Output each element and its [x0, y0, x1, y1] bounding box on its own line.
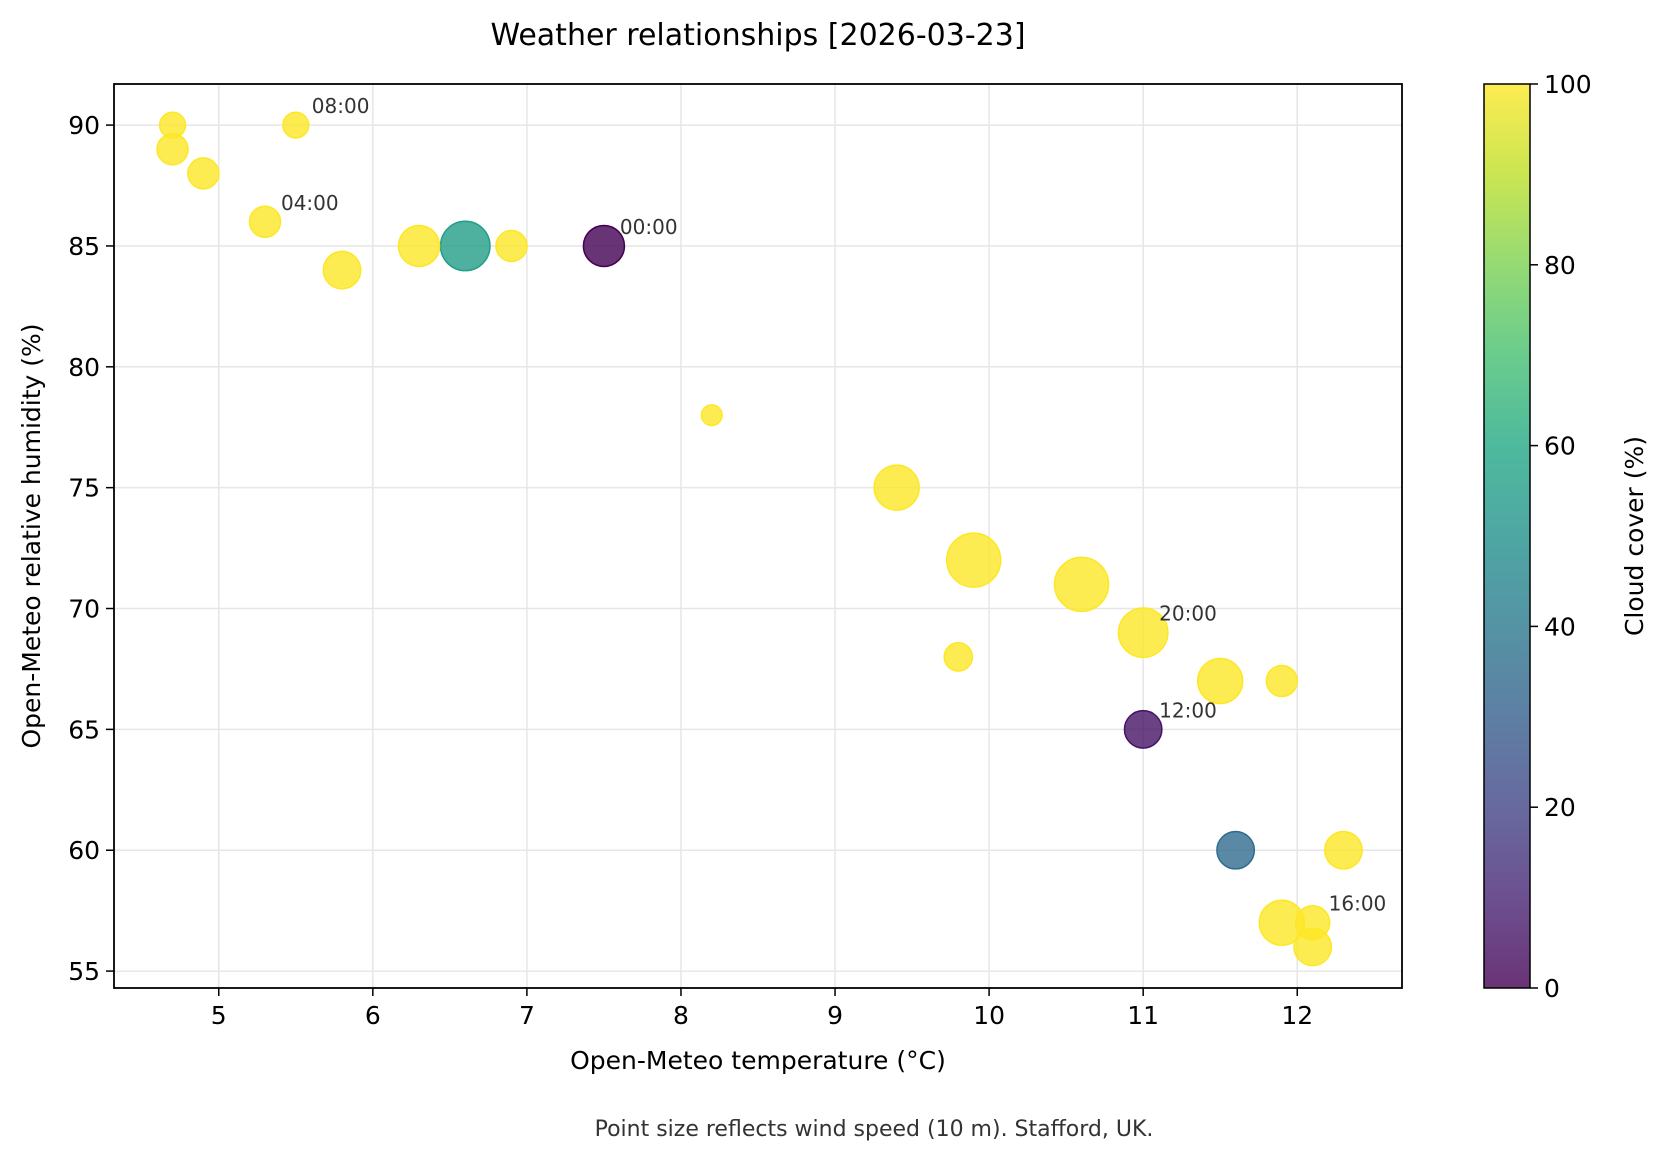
colorbar-tick-label: 0: [1544, 974, 1560, 1003]
plot-frame: [113, 83, 1403, 989]
x-tick-label: 7: [519, 1001, 535, 1030]
point-time-label: 12:00: [1159, 698, 1217, 722]
data-point: [943, 642, 974, 672]
data-point: [248, 205, 282, 239]
y-tick-label: 75: [68, 474, 100, 503]
data-point: [439, 220, 491, 272]
point-time-label: 16:00: [1329, 892, 1387, 916]
data-point: [1216, 830, 1256, 870]
y-tick-label: 90: [68, 111, 100, 140]
point-time-label: 00:00: [620, 215, 678, 239]
data-points: [156, 111, 1363, 967]
data-point: [397, 224, 441, 268]
y-axis-label: Open-Meteo relative humidity (%): [17, 323, 46, 748]
colorbar-frame: [1483, 83, 1531, 989]
x-tick-label: 8: [673, 1001, 689, 1030]
data-point: [700, 404, 723, 427]
y-tick-label: 85: [68, 232, 100, 261]
point-time-label: 08:00: [312, 94, 370, 118]
data-point: [187, 157, 220, 190]
data-point: [1053, 556, 1110, 613]
data-point: [582, 224, 626, 268]
data-point: [158, 111, 187, 139]
data-point: [1117, 607, 1169, 659]
x-axis-label: Open-Meteo temperature (°C): [570, 1046, 946, 1075]
x-tick-label: 6: [365, 1001, 381, 1030]
data-point: [495, 229, 528, 263]
data-point: [1123, 709, 1163, 749]
y-tick-label: 70: [68, 595, 100, 624]
x-axis-ticks: 5 6 7 8 9 10 11 12: [211, 988, 1313, 1030]
colorbar-tick-label: 80: [1544, 251, 1576, 280]
data-point: [1196, 657, 1244, 705]
x-tick-label: 10: [973, 1001, 1005, 1030]
chart-title: Weather relationships [2026-03-23]: [490, 18, 1025, 53]
data-point: [282, 111, 310, 139]
x-tick-label: 9: [827, 1001, 843, 1030]
data-point: [1324, 830, 1363, 870]
colorbar-tick-label: 40: [1544, 612, 1576, 641]
grid-lines: [114, 84, 1402, 988]
y-tick-label: 65: [68, 715, 100, 744]
colorbar-tick-label: 60: [1544, 432, 1576, 461]
colorbar: [1484, 84, 1530, 988]
x-tick-label: 11: [1127, 1001, 1159, 1030]
x-tick-label: 12: [1281, 1001, 1313, 1030]
data-point: [873, 464, 920, 511]
y-axis-ticks: 55 60 65 70 75 80 85 90: [68, 111, 114, 986]
data-point: [945, 532, 1002, 588]
point-time-label: 04:00: [281, 191, 339, 215]
point-time-label: 20:00: [1159, 602, 1217, 626]
colorbar-tick-label: 100: [1544, 70, 1592, 99]
x-tick-label: 5: [211, 1001, 227, 1030]
data-point: [1265, 664, 1299, 698]
colorbar-ticks: 0 20 40 60 80 100: [1530, 70, 1592, 1003]
colorbar-tick-label: 20: [1544, 793, 1576, 822]
point-annotations: 00:00 04:00 08:00 12:00 16:00 20:00: [281, 94, 1386, 916]
y-tick-label: 80: [68, 353, 100, 382]
data-point: [322, 250, 362, 290]
chart-caption: Point size reflects wind speed (10 m). S…: [595, 1117, 1154, 1142]
colorbar-label: Cloud cover (%): [1620, 436, 1649, 636]
data-point: [1293, 927, 1333, 967]
y-tick-label: 60: [68, 836, 100, 865]
y-tick-label: 55: [68, 957, 100, 986]
